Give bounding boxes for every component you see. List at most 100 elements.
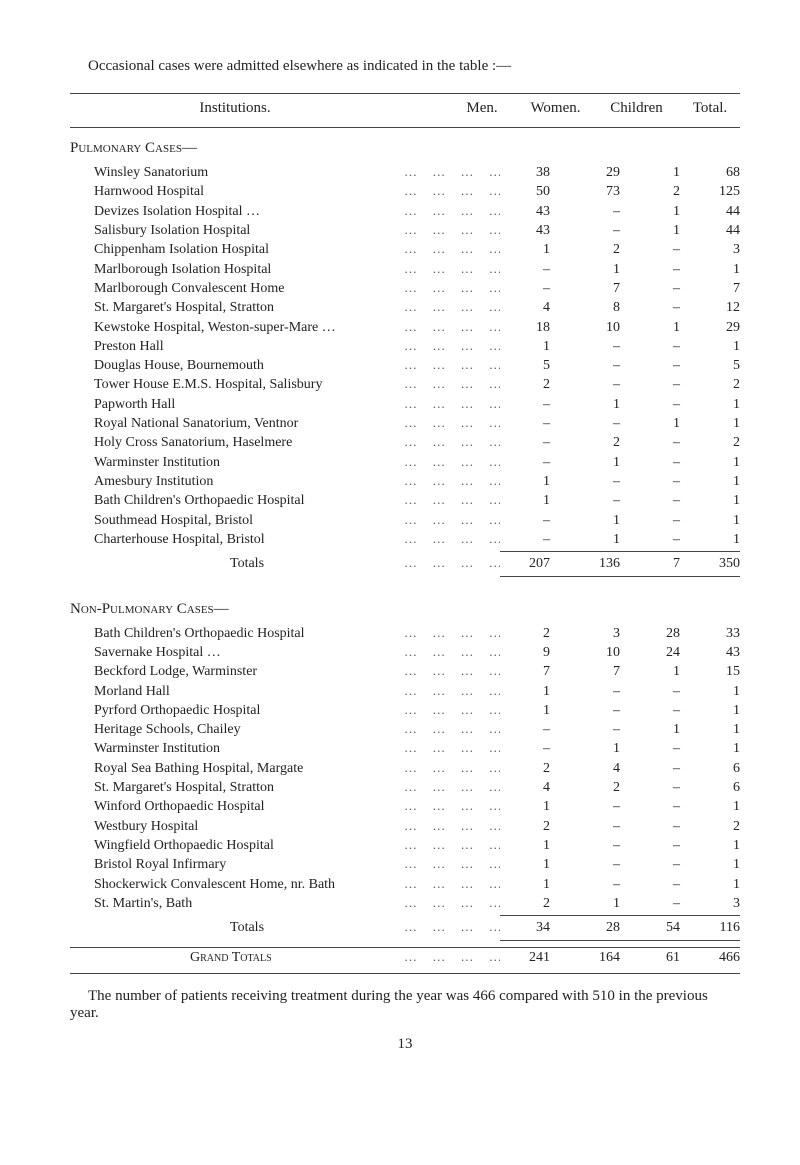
cell-women: – xyxy=(550,375,620,394)
cell-men: 1 xyxy=(500,855,550,874)
cell-children: 24 xyxy=(620,643,680,662)
cell-men: 43 xyxy=(500,221,550,240)
grand-men: 241 xyxy=(500,948,550,967)
leader-dots: … … … … … … … xyxy=(400,759,500,778)
row-label: Warminster Institution xyxy=(70,739,400,758)
table-row: Bristol Royal Infirmary… … … … … … …1––1 xyxy=(70,855,740,874)
table-row: Winsley Sanatorium… … … … … … …3829168 xyxy=(70,163,740,182)
table-row: Tower House E.M.S. Hospital, Salisbury… … xyxy=(70,375,740,394)
cell-children: 1 xyxy=(620,662,680,681)
row-nums: ––11 xyxy=(500,414,740,433)
cell-men: 1 xyxy=(500,875,550,894)
cell-men: 5 xyxy=(500,356,550,375)
row-nums: 48–12 xyxy=(500,298,740,317)
table-row: Kewstoke Hospital, Weston-super-Mare …… … xyxy=(70,318,740,337)
cell-children: 1 xyxy=(620,720,680,739)
table-row: St. Margaret's Hospital, Stratton… … … …… xyxy=(70,298,740,317)
row-label: Bath Children's Orthopaedic Hospital xyxy=(70,491,400,510)
table-row: Harnwood Hospital… … … … … … …50732125 xyxy=(70,182,740,201)
grand-bottom-rule xyxy=(70,973,740,974)
row-nums: 1––1 xyxy=(500,855,740,874)
table-row: Heritage Schools, Chailey… … … … … … …––… xyxy=(70,720,740,739)
leader-dots: … … … … … … … xyxy=(400,554,500,573)
cell-children: 2 xyxy=(620,182,680,201)
cell-children: 1 xyxy=(620,221,680,240)
cell-men: 1 xyxy=(500,240,550,259)
table-row: Devizes Isolation Hospital …… … … … … … … xyxy=(70,202,740,221)
cell-men: – xyxy=(500,395,550,414)
leader-dots: … … … … … … … xyxy=(400,395,500,414)
leader-dots: … … … … … … … xyxy=(400,662,500,681)
row-label: Amesbury Institution xyxy=(70,472,400,491)
table-row: Chippenham Isolation Hospital… … … … … …… xyxy=(70,240,740,259)
leader-dots: … … … … … … … xyxy=(400,817,500,836)
row-label: Royal National Sanatorium, Ventnor xyxy=(70,414,400,433)
cell-children: – xyxy=(620,778,680,797)
table-row: Beckford Lodge, Warminster… … … … … … …7… xyxy=(70,662,740,681)
row-label: Royal Sea Bathing Hospital, Margate xyxy=(70,759,400,778)
row-nums: 42–6 xyxy=(500,778,740,797)
leader-dots: … … … … … … … xyxy=(400,530,500,549)
leader-dots: … … … … … … … xyxy=(400,511,500,530)
header-rule xyxy=(70,127,740,128)
row-label: Heritage Schools, Chailey xyxy=(70,720,400,739)
cell-women: – xyxy=(550,797,620,816)
cell-children: – xyxy=(620,530,680,549)
grand-total: 466 xyxy=(680,948,740,967)
table-header: Institutions. Men. Women. Children Total… xyxy=(70,94,740,121)
cell-men: 2 xyxy=(500,759,550,778)
cell-total: 1 xyxy=(680,337,740,356)
leader-dots: … … … … … … … xyxy=(400,894,500,913)
cell-total: 125 xyxy=(680,182,740,201)
row-nums: 5––5 xyxy=(500,356,740,375)
leader-dots: … … … … … … … xyxy=(400,472,500,491)
cell-women: 10 xyxy=(550,318,620,337)
cell-total: 7 xyxy=(680,279,740,298)
totals-men: 34 xyxy=(500,918,550,937)
grand-children: 61 xyxy=(620,948,680,967)
leader-dots: … … … … … … … xyxy=(400,375,500,394)
row-nums: 21–3 xyxy=(500,894,740,913)
totals-rule xyxy=(70,915,740,916)
row-nums: –1–1 xyxy=(500,739,740,758)
cell-men: 18 xyxy=(500,318,550,337)
cell-women: 1 xyxy=(550,260,620,279)
row-label: Savernake Hospital … xyxy=(70,643,400,662)
cell-women: 3 xyxy=(550,624,620,643)
row-label: Marlborough Convalescent Home xyxy=(70,279,400,298)
cell-total: 12 xyxy=(680,298,740,317)
row-nums: 1810129 xyxy=(500,318,740,337)
section-title: Non-Pulmonary Cases— xyxy=(70,601,740,618)
cell-women: – xyxy=(550,221,620,240)
cell-women: 2 xyxy=(550,240,620,259)
table-row: Wingfield Orthopaedic Hospital… … … … … … xyxy=(70,836,740,855)
cell-children: – xyxy=(620,739,680,758)
table-row: Marlborough Convalescent Home… … … … … …… xyxy=(70,279,740,298)
row-label: Winsley Sanatorium xyxy=(70,163,400,182)
table-row: Amesbury Institution… … … … … … …1––1 xyxy=(70,472,740,491)
row-nums: 1––1 xyxy=(500,491,740,510)
leader-dots: … … … … … … … xyxy=(400,414,500,433)
cell-total: 3 xyxy=(680,894,740,913)
cell-total: 1 xyxy=(680,720,740,739)
cell-children: 1 xyxy=(620,202,680,221)
cell-men: 38 xyxy=(500,163,550,182)
cell-children: – xyxy=(620,433,680,452)
row-label: Southmead Hospital, Bristol xyxy=(70,511,400,530)
row-label: St. Margaret's Hospital, Stratton xyxy=(70,298,400,317)
row-label: Harnwood Hospital xyxy=(70,182,400,201)
cell-children: – xyxy=(620,453,680,472)
cell-total: 44 xyxy=(680,221,740,240)
section-totals-nums: 342854116 xyxy=(500,918,740,937)
cell-children: 28 xyxy=(620,624,680,643)
cell-total: 2 xyxy=(680,817,740,836)
table-row: St. Margaret's Hospital, Stratton… … … …… xyxy=(70,778,740,797)
header-institutions: Institutions. xyxy=(70,100,400,117)
cell-men: 2 xyxy=(500,375,550,394)
cell-children: – xyxy=(620,472,680,491)
header-total: Total. xyxy=(680,100,740,117)
row-label: Tower House E.M.S. Hospital, Salisbury xyxy=(70,375,400,394)
table-row: Royal National Sanatorium, Ventnor… … … … xyxy=(70,414,740,433)
cell-women: – xyxy=(550,720,620,739)
cell-men: 7 xyxy=(500,662,550,681)
